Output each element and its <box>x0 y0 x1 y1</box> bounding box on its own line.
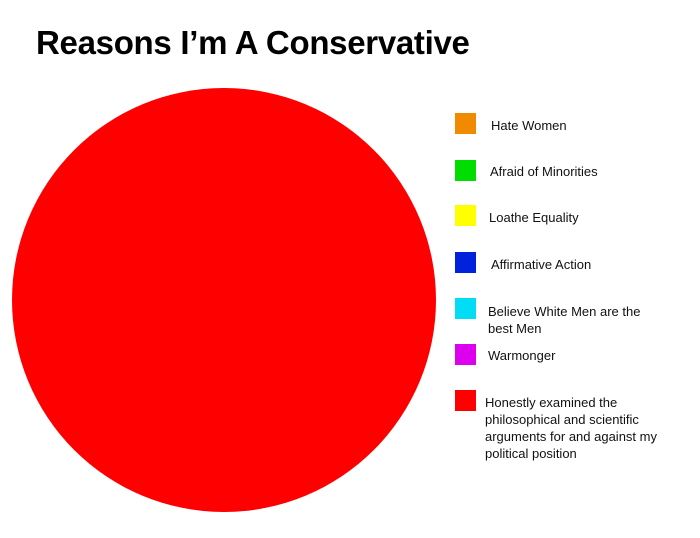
legend-swatch <box>455 390 476 411</box>
legend-swatch <box>455 344 476 365</box>
chart-title: Reasons I’m A Conservative <box>36 24 470 61</box>
legend-swatch <box>455 160 476 181</box>
legend-label: Hate Women <box>491 118 567 133</box>
legend-label: Believe White Men are the best Men <box>488 304 641 336</box>
legend-swatch <box>455 252 476 273</box>
legend-label: Honestly examined the philosophical and … <box>485 395 657 461</box>
legend-label: Afraid of Minorities <box>490 164 598 179</box>
legend-label: Warmonger <box>488 348 556 363</box>
legend-swatch <box>455 113 476 134</box>
legend-swatch <box>455 205 476 226</box>
pie-slice-6 <box>12 88 436 512</box>
legend-label: Loathe Equality <box>489 210 579 225</box>
legend-swatch <box>455 298 476 319</box>
legend-label: Affirmative Action <box>491 257 592 272</box>
